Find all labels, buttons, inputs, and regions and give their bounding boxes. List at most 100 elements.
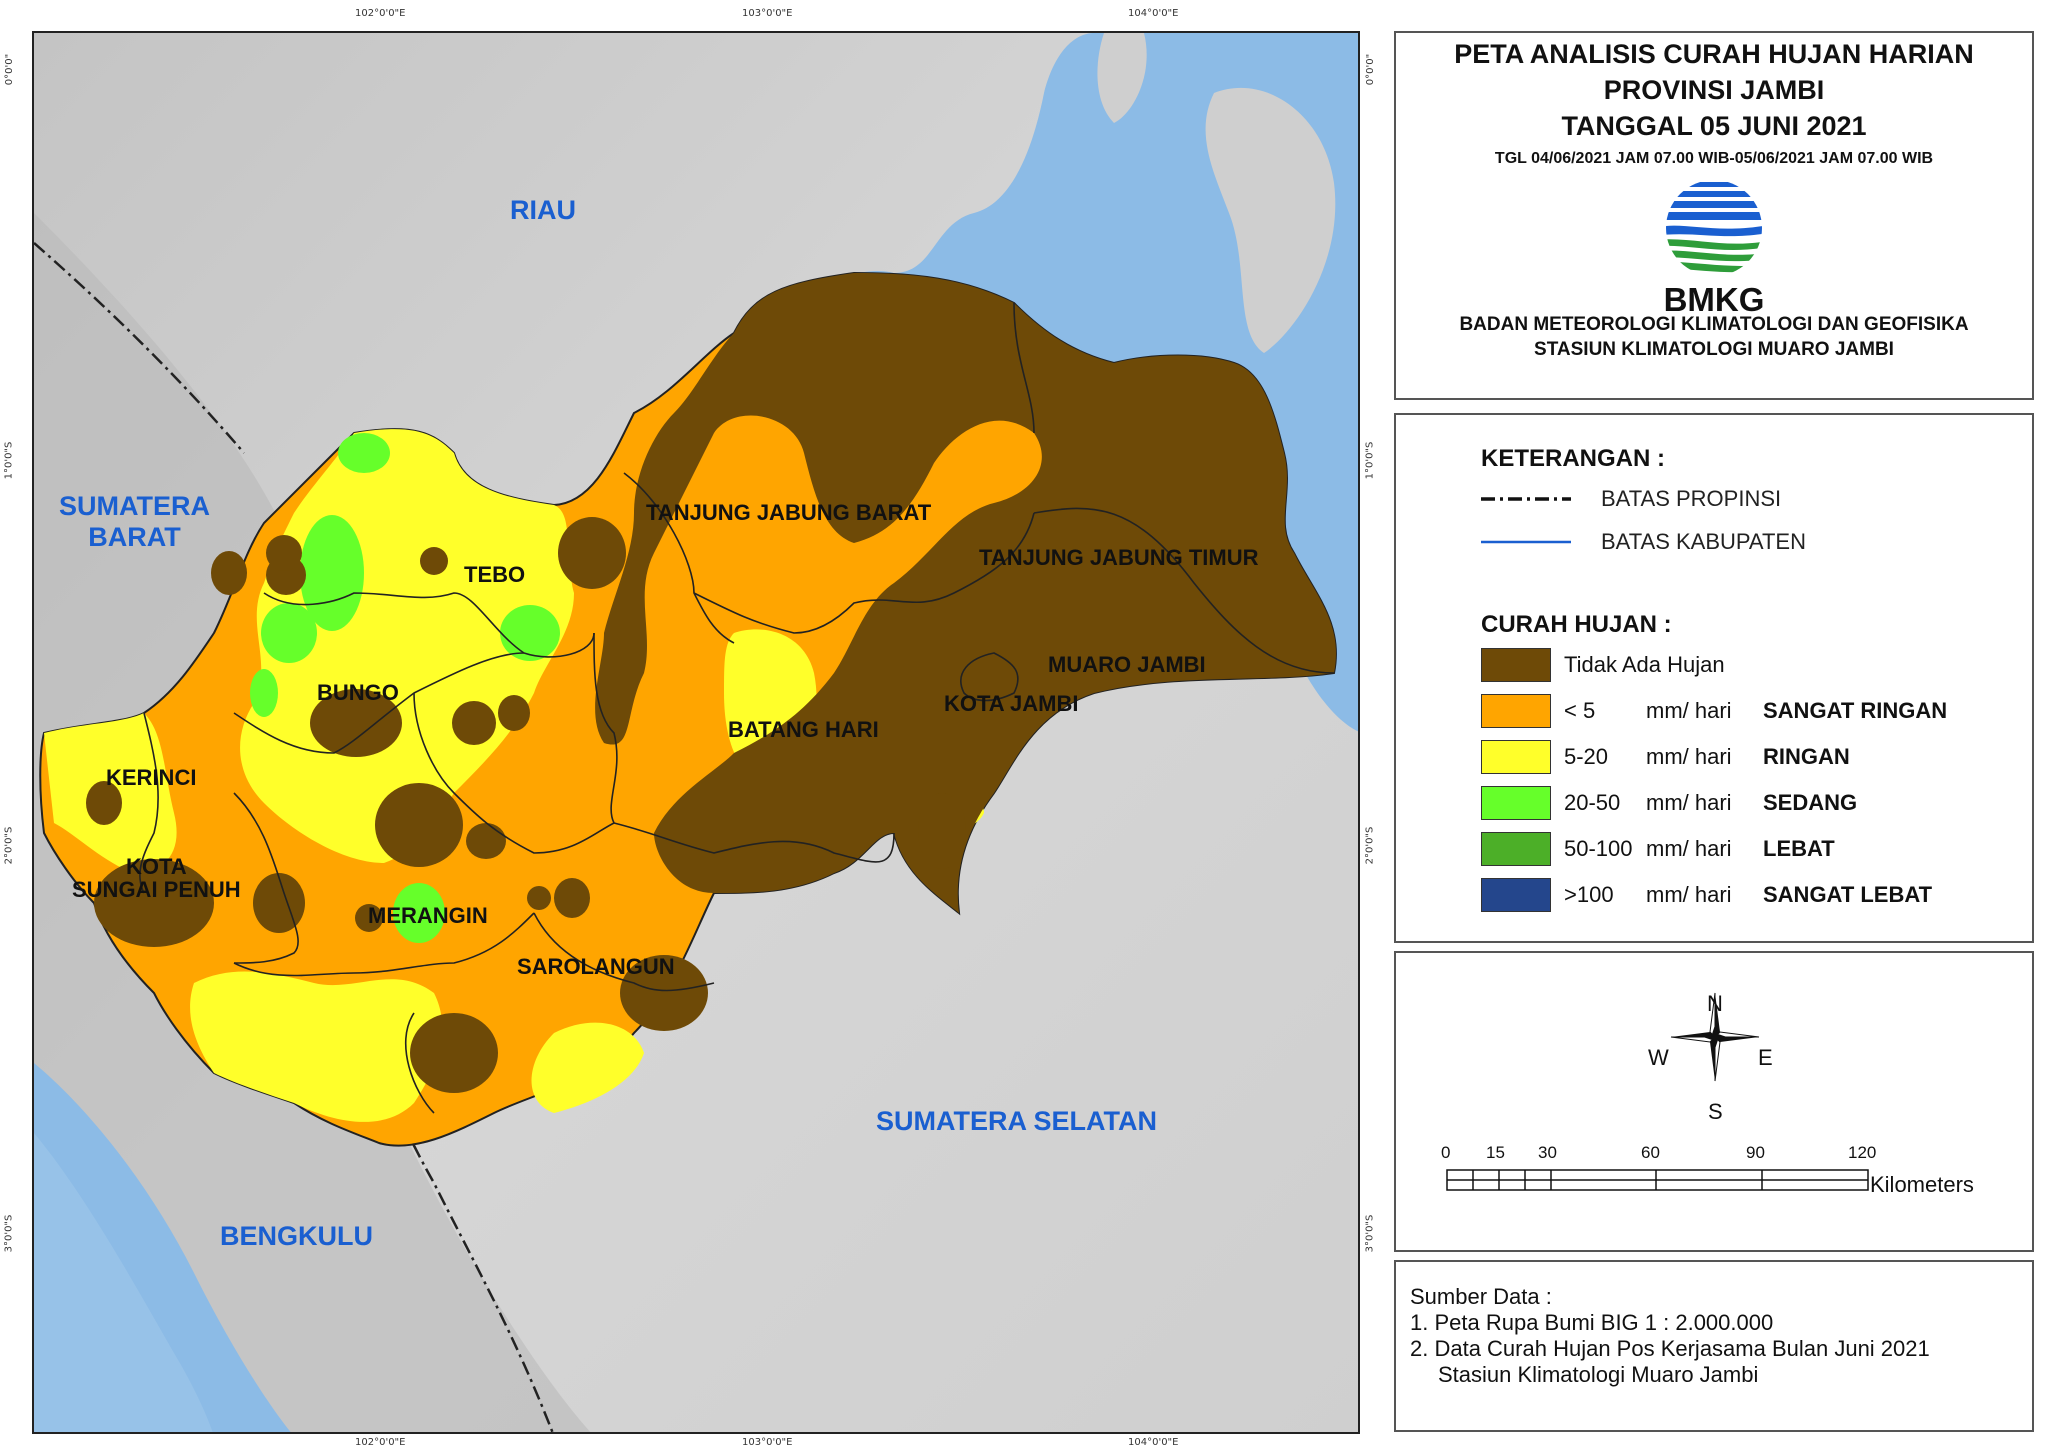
north-arrow-icon — [1670, 992, 1760, 1082]
kab-label-tjb-barat: TANJUNG JABUNG BARAT — [646, 500, 932, 525]
coord-bottom-104: 104°0'0"E — [1128, 1437, 1179, 1448]
compass-w: W — [1648, 1045, 1669, 1070]
legend-class-sedang: 20-50 mm/ hari SEDANG — [1481, 786, 2021, 820]
kab-label-tebo: TEBO — [464, 562, 526, 587]
rain-zone-tidak-hujan — [410, 1013, 498, 1093]
map-title-line1: PETA ANALISIS CURAH HUJAN HARIAN — [1454, 39, 1974, 69]
legend-unit: mm/ hari — [1646, 836, 1732, 861]
legend-value: >100 — [1564, 882, 1614, 907]
legend-value: 5-20 — [1564, 744, 1609, 769]
legend-class-ringan: 5-20 mm/ hari RINGAN — [1481, 740, 2021, 774]
legend-category: SEDANG — [1763, 790, 1858, 815]
legend-swatch — [1481, 694, 1551, 728]
bmkg-logo-text: BMKG — [1663, 281, 1765, 318]
legend-value: < 5 — [1564, 698, 1596, 723]
rain-zone-tidak-hujan — [211, 551, 247, 595]
coord-bottom-102: 102°0'0"E — [355, 1437, 406, 1448]
org-name-line2: STASIUN KLIMATOLOGI MUARO JAMBI — [1534, 339, 1894, 360]
province-boundary-line — [34, 242, 554, 1432]
coord-left-2: 2°0'0"S — [3, 826, 15, 865]
rain-zone-sedang — [261, 603, 317, 663]
legend-swatch — [1481, 648, 1551, 682]
rain-zone-tidak-hujan — [466, 823, 506, 859]
source-heading: Sumber Data : — [1410, 1284, 1552, 1309]
kab-label-tjb-timur: TANJUNG JABUNG TIMUR — [979, 545, 1259, 570]
legend-value: 50-100 — [1564, 836, 1633, 861]
scale-tick-0: 0 — [1441, 1143, 1451, 1162]
legend-heading: KETERANGAN : — [1481, 445, 1665, 472]
legend-swatch — [1481, 832, 1551, 866]
legend-batas-propinsi-label: BATAS PROPINSI — [1601, 486, 1782, 511]
compass-scale-panel: N S E W 0 15 30 60 90 120 Kilometers — [1394, 951, 2034, 1252]
map-frame: RIAU SUMATERA BARAT SUMATERA SELATAN BEN… — [32, 31, 1360, 1434]
map-canvas — [34, 33, 1358, 1432]
rain-zone-tidak-hujan — [498, 695, 530, 731]
map-title-line2: PROVINSI JAMBI — [1603, 75, 1825, 105]
coord-top-102: 102°0'0"E — [355, 8, 406, 19]
coord-left-0: 0°0'0" — [4, 53, 16, 86]
kab-label-batang-hari: BATANG HARI — [728, 717, 879, 742]
map-title-line3: TANGGAL 05 JUNI 2021 — [1561, 111, 1867, 141]
rain-zone-tidak-hujan — [253, 873, 305, 933]
title-panel: PETA ANALISIS CURAH HUJAN HARIAN PROVINS… — [1394, 31, 2034, 400]
rain-zone-tidak-hujan — [266, 535, 302, 571]
scale-tick-90: 90 — [1746, 1143, 1765, 1162]
scale-bar — [1446, 1169, 1869, 1191]
rain-zone-tidak-hujan — [918, 793, 966, 869]
legend-swatch — [1481, 786, 1551, 820]
rain-zone-sedang — [300, 515, 364, 631]
scale-unit-label: Kilometers — [1870, 1172, 1974, 1197]
rain-zone-tidak-hujan — [595, 273, 1336, 913]
legend-unit: mm/ hari — [1646, 744, 1732, 769]
source-item-2b: Stasiun Klimatologi Muaro Jambi — [1438, 1362, 1759, 1387]
compass-e: E — [1758, 1045, 1773, 1070]
kab-label-muaro-jambi: MUARO JAMBI — [1048, 652, 1206, 677]
scale-tick-120: 120 — [1848, 1143, 1877, 1162]
rain-zone-tidak-hujan — [86, 781, 122, 825]
coord-top-103: 103°0'0"E — [742, 8, 793, 19]
legend-curah-heading: CURAH HUJAN : — [1481, 611, 1672, 638]
legend-swatch — [1481, 740, 1551, 774]
rain-zone-ringan — [190, 971, 443, 1122]
rain-zone-ringan — [531, 1022, 644, 1113]
region-label-riau: RIAU — [510, 195, 576, 225]
legend-category: RINGAN — [1763, 744, 1850, 769]
legend-value: 20-50 — [1564, 790, 1621, 815]
coord-right-2: 2°0'0"S — [1364, 826, 1376, 865]
rain-zone-tidak-hujan — [420, 547, 448, 575]
legend-batas-kabupaten-label: BATAS KABUPATEN — [1601, 529, 1806, 554]
legend-unit: mm/ hari — [1646, 790, 1732, 815]
rain-zone-tidak-hujan — [527, 886, 551, 910]
rain-zone-sedang — [393, 883, 445, 943]
rain-zone-tidak-hujan — [554, 878, 590, 918]
rain-zone-tidak-hujan — [94, 859, 214, 947]
legend-swatch — [1481, 878, 1551, 912]
compass-n: N — [1707, 991, 1723, 1016]
rain-zone-tidak-hujan — [452, 701, 496, 745]
scale-tick-60: 60 — [1641, 1143, 1660, 1162]
region-label-sumbar: SUMATERA BARAT — [59, 491, 210, 553]
coord-right-3: 3°0'0"S — [1364, 1214, 1376, 1253]
island — [1205, 87, 1336, 353]
legend-category: SANGAT LEBAT — [1763, 882, 1933, 907]
source-panel: Sumber Data : 1. Peta Rupa Bumi BIG 1 : … — [1394, 1260, 2034, 1432]
kab-label-kerinci: KERINCI — [106, 765, 197, 790]
kabupaten-line-icon — [1481, 540, 1571, 544]
source-item-1: 1. Peta Rupa Bumi BIG 1 : 2.000.000 — [1410, 1310, 1774, 1335]
rain-zone-tidak-hujan — [558, 517, 626, 589]
rain-zone-sedang — [338, 433, 390, 473]
sea-shallow — [34, 1133, 213, 1432]
scale-tick-30: 30 — [1538, 1143, 1557, 1162]
legend-category: LEBAT — [1763, 836, 1835, 861]
region-label-sumsel: SUMATERA SELATAN — [876, 1106, 1157, 1136]
kabupaten-boundaries — [139, 302, 1335, 1114]
kab-label-merangin: MERANGIN — [368, 903, 488, 928]
coord-right-0: 0°0'0" — [1365, 53, 1377, 86]
region-label-bengkulu: BENGKULU — [220, 1221, 373, 1251]
rain-zone-sedang — [500, 605, 560, 661]
coord-bottom-103: 103°0'0"E — [742, 1437, 793, 1448]
legend-class-sangat-lebat: >100 mm/ hari SANGAT LEBAT — [1481, 878, 2021, 912]
scale-tick-15: 15 — [1486, 1143, 1505, 1162]
rain-zone-tidak-hujan — [620, 955, 708, 1031]
